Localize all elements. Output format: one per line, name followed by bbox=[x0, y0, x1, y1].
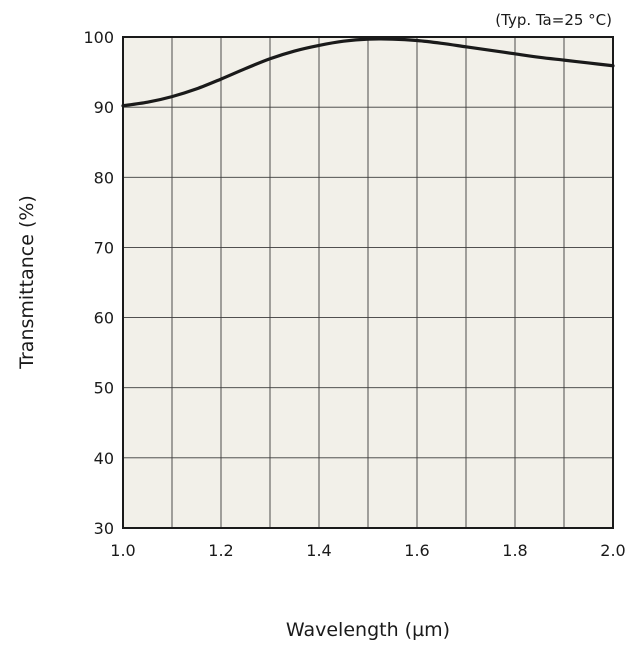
x-tick-labels: 1.0 1.2 1.4 1.6 1.8 2.0 bbox=[110, 541, 625, 560]
y-tick-label: 80 bbox=[94, 168, 114, 187]
plot-frame bbox=[122, 36, 614, 529]
x-tick-label: 2.0 bbox=[600, 541, 625, 560]
y-tick-label: 40 bbox=[94, 449, 114, 468]
condition-note: (Typ. Ta=25 °C) bbox=[495, 11, 612, 29]
x-tick-label: 1.6 bbox=[404, 541, 429, 560]
y-tick-label: 30 bbox=[94, 519, 114, 538]
y-tick-label: 50 bbox=[94, 379, 114, 398]
transmittance-curve bbox=[121, 37, 615, 108]
y-tick-label: 60 bbox=[94, 309, 114, 328]
x-tick-label: 1.0 bbox=[110, 541, 135, 560]
x-axis-title: Wavelength (µm) bbox=[286, 619, 450, 641]
x-tick-label: 1.8 bbox=[502, 541, 527, 560]
y-tick-label: 100 bbox=[83, 28, 114, 47]
y-tick-labels: 30 40 50 60 70 80 90 100 bbox=[83, 28, 114, 538]
y-axis-title: Transmittance (%) bbox=[16, 195, 38, 370]
x-tick-label: 1.2 bbox=[208, 541, 233, 560]
y-tick-label: 70 bbox=[94, 238, 114, 257]
x-tick-label: 1.4 bbox=[306, 541, 331, 560]
y-tick-label: 90 bbox=[94, 98, 114, 117]
